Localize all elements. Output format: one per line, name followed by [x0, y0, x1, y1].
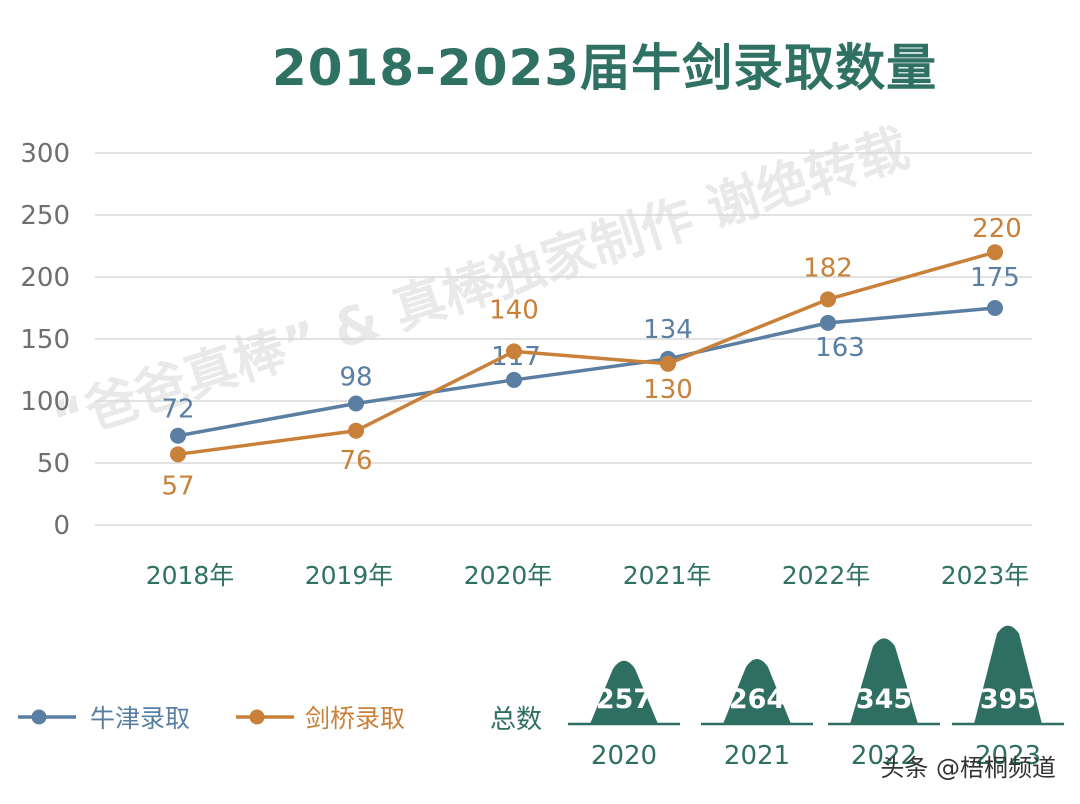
data-point: [506, 343, 522, 360]
data-label: 163: [815, 333, 865, 363]
x-tick-label: 2020年: [464, 561, 553, 590]
data-point: [820, 291, 836, 308]
y-tick-label: 100: [20, 387, 70, 417]
chart-title: 2018-2023届牛剑录取数量: [272, 39, 938, 97]
data-point: [660, 355, 676, 372]
total-year: 2022: [851, 741, 917, 771]
data-point: [820, 314, 836, 331]
data-point: [348, 395, 364, 412]
series-line-0: [177, 306, 996, 438]
total-year: 2023: [975, 741, 1041, 771]
legend-label: 剑桥录取: [305, 704, 405, 733]
x-tick-label: 2018年: [146, 561, 235, 590]
source-credit: 头条 @梧桐频道: [880, 754, 1056, 782]
total-year: 2020: [591, 741, 657, 771]
x-tick-label: 2023年: [941, 561, 1030, 590]
legend-swatch-dot: [31, 709, 47, 725]
total-bump: [723, 658, 791, 724]
data-label: 175: [970, 263, 1020, 293]
data-label: 57: [161, 471, 194, 501]
data-label: 182: [803, 253, 853, 283]
y-tick-label: 200: [20, 263, 70, 293]
total-value: 395: [980, 684, 1036, 715]
total-bump: [850, 638, 918, 724]
data-point: [506, 371, 522, 388]
y-tick-label: 50: [37, 449, 70, 479]
legend-label: 牛津录取: [90, 704, 190, 733]
data-point: [987, 244, 1003, 261]
total-bump: [590, 660, 658, 724]
data-label: 140: [489, 295, 539, 325]
x-tick-label: 2022年: [782, 561, 871, 590]
x-tick-label: 2021年: [623, 561, 712, 590]
data-label: 220: [972, 214, 1022, 244]
total-year: 2021: [724, 741, 790, 771]
data-label: 98: [339, 362, 372, 392]
data-label: 134: [643, 315, 693, 345]
totals-label: 总数: [490, 705, 542, 735]
total-value: 257: [596, 684, 652, 715]
data-label: 72: [161, 395, 194, 425]
y-tick-label: 0: [53, 511, 70, 541]
data-point: [170, 427, 186, 444]
x-tick-label: 2019年: [305, 561, 394, 590]
data-label: 130: [643, 375, 693, 405]
total-value: 264: [729, 684, 785, 715]
data-label: 76: [339, 446, 372, 476]
data-point: [170, 446, 186, 463]
total-value: 345: [856, 684, 912, 715]
y-tick-label: 250: [20, 201, 70, 231]
series-line-1: [177, 250, 996, 457]
legend-swatch-dot: [249, 709, 265, 725]
total-bump: [974, 625, 1042, 724]
y-tick-label: 300: [20, 139, 70, 169]
data-point: [348, 422, 364, 439]
y-tick-label: 150: [20, 325, 70, 355]
data-point: [987, 300, 1003, 316]
